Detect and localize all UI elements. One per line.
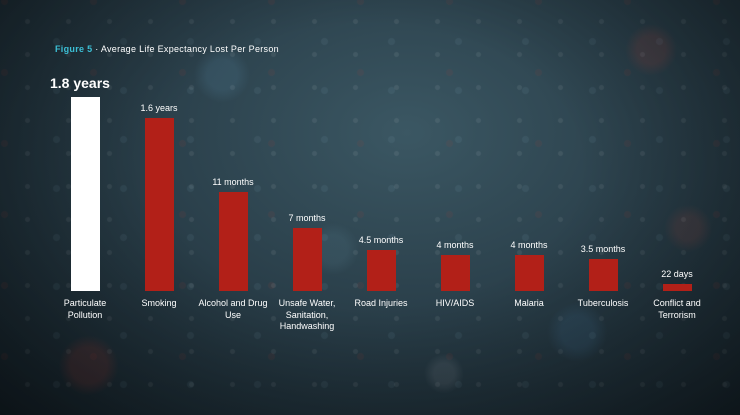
bar-column: 1.6 years Smoking bbox=[122, 68, 196, 310]
bar-area: 3.5 months bbox=[566, 68, 640, 291]
bar bbox=[440, 255, 470, 291]
category-label: Unsafe Water, Sanitation, Handwashing bbox=[278, 298, 336, 332]
bar bbox=[366, 250, 396, 291]
bar-area: 22 days bbox=[640, 68, 714, 291]
value-label: 1.8 years bbox=[50, 75, 110, 91]
bar bbox=[70, 97, 100, 291]
bar bbox=[144, 118, 174, 291]
value-label: 7 months bbox=[288, 213, 326, 223]
category-label: Road Injuries bbox=[354, 298, 408, 308]
bar-area: 11 months bbox=[196, 68, 270, 291]
bar-area: 4.5 months bbox=[344, 68, 418, 291]
bar bbox=[588, 259, 618, 291]
bar-area: 7 months bbox=[270, 68, 344, 291]
category-label: Particulate Pollution bbox=[63, 298, 107, 320]
value-label: 22 days bbox=[661, 269, 693, 279]
value-label: 3.5 months bbox=[580, 244, 626, 254]
figure-title: Figure 5 · Average Life Expectancy Lost … bbox=[55, 44, 279, 54]
bar bbox=[292, 228, 322, 291]
bar-area: 1.8 years bbox=[48, 68, 122, 291]
bar-column: 1.8 years Particulate Pollution bbox=[48, 68, 122, 321]
bar-column: 4.5 months Road Injuries bbox=[344, 68, 418, 310]
bar bbox=[514, 255, 544, 291]
figure-title-separator: · bbox=[92, 44, 101, 54]
category-label: Malaria bbox=[514, 298, 544, 308]
bar-area: 4 months bbox=[492, 68, 566, 291]
bar-column: 7 months Unsafe Water, Sanitation, Handwa… bbox=[270, 68, 344, 333]
figure-title-text: Average Life Expectancy Lost Per Person bbox=[100, 44, 279, 54]
category-label: HIV/AIDS bbox=[435, 298, 475, 308]
bar-column: 4 months HIV/AIDS bbox=[418, 68, 492, 310]
bar-area: 1.6 years bbox=[122, 68, 196, 291]
value-label: 4 months bbox=[510, 240, 548, 250]
bar bbox=[662, 284, 692, 291]
value-label: 4 months bbox=[436, 240, 474, 250]
bar-column: 4 months Malaria bbox=[492, 68, 566, 310]
value-label: 4.5 months bbox=[358, 235, 404, 245]
bar-column: 3.5 months Tuberculosis bbox=[566, 68, 640, 310]
bar-area: 4 months bbox=[418, 68, 492, 291]
bar bbox=[218, 192, 248, 291]
category-label: Smoking bbox=[141, 298, 177, 308]
bar-column: 11 months Alcohol and Drug Use bbox=[196, 68, 270, 321]
category-label: Tuberculosis bbox=[577, 298, 629, 308]
value-label: 1.6 years bbox=[140, 103, 178, 113]
chart: 1.8 years Particulate Pollution 1.6 years S… bbox=[48, 68, 714, 333]
figure-number-label: Figure 5 bbox=[55, 44, 93, 54]
category-label: Alcohol and Drug Use bbox=[198, 298, 268, 320]
category-label: Conflict and Terrorism bbox=[653, 298, 701, 320]
value-label: 11 months bbox=[212, 177, 254, 187]
bar-column: 22 days Conflict and Terrorism bbox=[640, 68, 714, 321]
